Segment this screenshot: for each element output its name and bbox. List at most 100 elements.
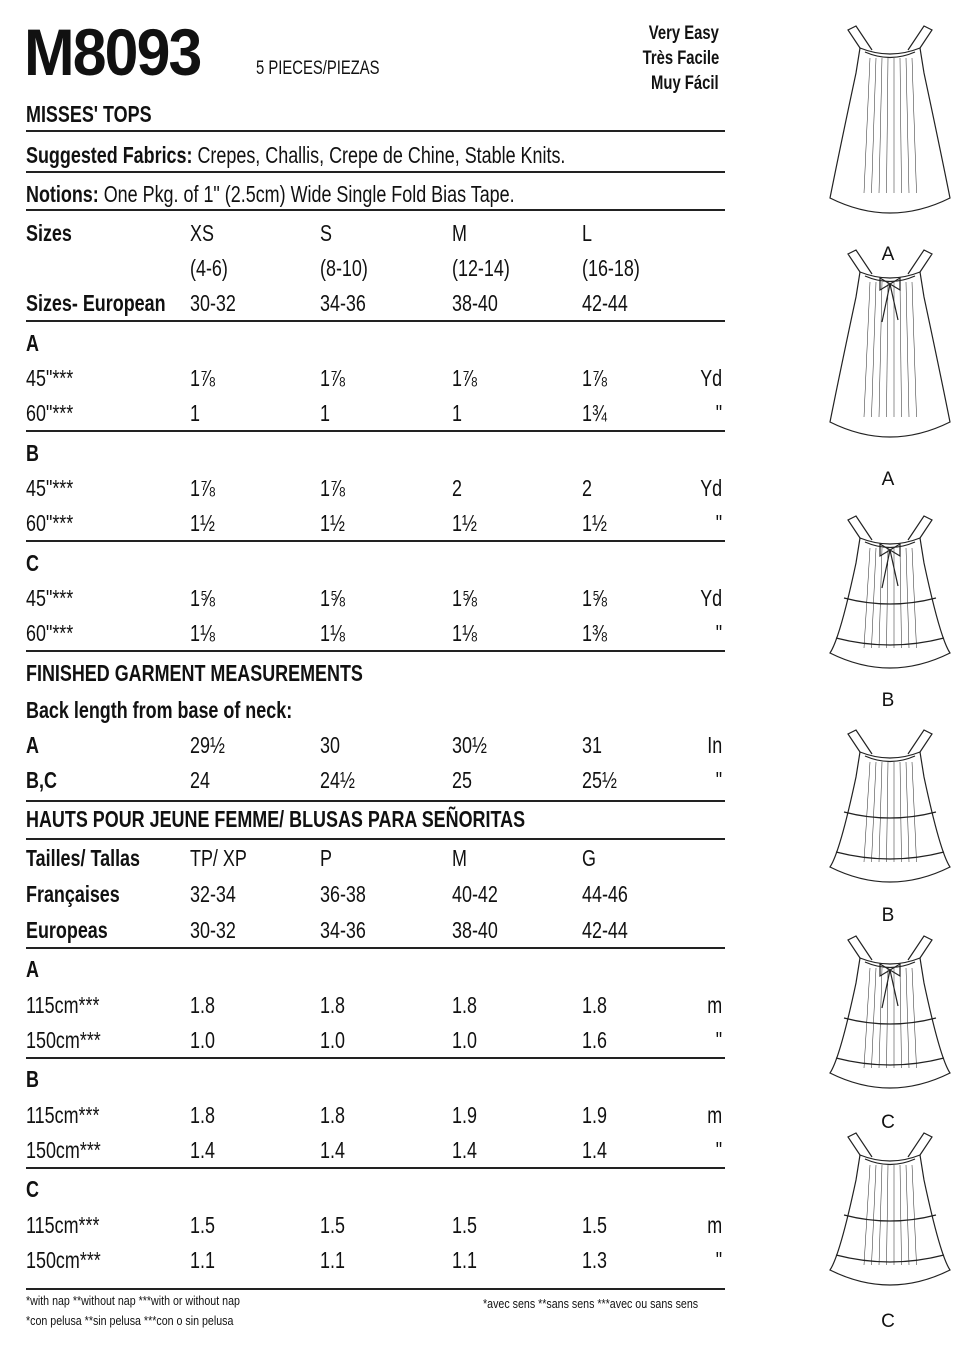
back-length-subtitle: Back length from base of neck: — [26, 697, 293, 723]
yardage-row-value: 1⅞ — [190, 475, 215, 501]
yardage-row-value: 1⅞ — [582, 365, 607, 391]
yardage-row-value: 1.5 — [452, 1212, 477, 1238]
finished-row-value: 24 — [190, 767, 210, 793]
view-heading: A — [26, 330, 39, 356]
yardage-row-label: 150cm*** — [26, 1137, 101, 1163]
pattern-number: M8093 — [24, 15, 202, 89]
size-row-value: XS — [190, 220, 214, 246]
figure-label: A — [881, 244, 895, 265]
yardage-row-value: 1⅛ — [190, 620, 215, 646]
yardage-row-label: 150cm*** — [26, 1247, 101, 1273]
size-row-value: M — [452, 220, 467, 246]
yardage-row-value: 1.1 — [320, 1247, 345, 1273]
size-row-value: 42-44 — [582, 290, 628, 316]
yardage-row-value: 1.4 — [452, 1137, 477, 1163]
pattern-title: MISSES' TOPS — [26, 101, 152, 127]
yardage-row-label: 45"*** — [26, 475, 74, 501]
yardage-row-unit: " — [715, 620, 722, 646]
size-row-value: G — [582, 845, 596, 871]
yardage-row-value: 1.0 — [452, 1027, 477, 1053]
divider — [26, 838, 725, 840]
divider — [26, 430, 725, 432]
figure-view-c — [820, 1125, 960, 1310]
yardage-row-value: 1⅛ — [320, 620, 345, 646]
yardage-row-value: 1⅝ — [452, 585, 477, 611]
yardage-row-value: 1 — [452, 400, 462, 426]
yardage-row-label: 60"*** — [26, 620, 74, 646]
figure-label: A — [881, 469, 895, 490]
yardage-row-value: 1.1 — [452, 1247, 477, 1273]
size-row-value: 34-36 — [320, 917, 366, 943]
yardage-row-value: 1½ — [582, 510, 607, 536]
yardage-row-value: 1.4 — [190, 1137, 215, 1163]
size-row-value: 36-38 — [320, 881, 366, 907]
finished-row-value: 25½ — [582, 767, 617, 793]
yardage-row-label: 115cm*** — [26, 992, 100, 1018]
yardage-row-label: 60"*** — [26, 510, 74, 536]
size-row-value: (16-18) — [582, 255, 640, 281]
suggested-fabrics: Suggested Fabrics: Crepes, Challis, Crep… — [26, 142, 566, 168]
yardage-row-value: 1.6 — [582, 1027, 607, 1053]
figure-view-a — [820, 242, 960, 462]
figure-view-a — [820, 18, 960, 238]
yardage-row-label: 45"*** — [26, 585, 74, 611]
size-row-value: 40-42 — [452, 881, 498, 907]
yardage-row-unit: " — [715, 1027, 722, 1053]
finished-row-unit: In — [707, 732, 722, 758]
pieces-count: 5 PIECES/PIEZAS — [256, 58, 380, 79]
size-row-value: 32-34 — [190, 881, 236, 907]
view-heading: B — [26, 440, 39, 466]
yardage-row-unit: Yd — [700, 365, 722, 391]
size-row-value: 30-32 — [190, 290, 236, 316]
view-heading: C — [26, 550, 39, 576]
yardage-row-value: 2 — [582, 475, 592, 501]
figure-view-b — [820, 722, 960, 907]
yardage-row-label: 150cm*** — [26, 1027, 101, 1053]
figure-label: B — [881, 905, 895, 926]
yardage-row-value: 1.8 — [320, 992, 345, 1018]
yardage-row-value: 1.0 — [320, 1027, 345, 1053]
difficulty-es: Muy Fácil — [651, 73, 719, 94]
yardage-row-value: 1.0 — [190, 1027, 215, 1053]
size-row-value: (4-6) — [190, 255, 228, 281]
yardage-row-value: 1½ — [452, 510, 477, 536]
difficulty-fr: Très Facile — [642, 48, 719, 69]
yardage-row-unit: Yd — [700, 475, 722, 501]
yardage-row-value: 1⅞ — [452, 365, 477, 391]
size-row-value: TP/ XP — [190, 845, 247, 871]
yardage-row-value: 1⅝ — [320, 585, 345, 611]
yardage-row-unit: " — [715, 1247, 722, 1273]
yardage-row-value: 1.4 — [582, 1137, 607, 1163]
yardage-row-value: 2 — [452, 475, 462, 501]
figure-label: C — [881, 1112, 895, 1133]
yardage-row-unit: " — [715, 400, 722, 426]
yardage-row-value: 1.9 — [452, 1102, 477, 1128]
finished-row-value: 24½ — [320, 767, 355, 793]
yardage-row-value: 1½ — [190, 510, 215, 536]
size-row-value: P — [320, 845, 332, 871]
yardage-row-value: 1.8 — [320, 1102, 345, 1128]
yardage-row-unit: Yd — [700, 585, 722, 611]
size-row-label: Tailles/ Tallas — [26, 845, 141, 871]
yardage-row-value: 1⅞ — [190, 365, 215, 391]
divider — [26, 540, 725, 542]
size-row-label: Sizes — [26, 220, 72, 246]
finished-row-value: 31 — [582, 732, 602, 758]
yardage-row-unit: " — [715, 510, 722, 536]
yardage-row-value: 1⅛ — [452, 620, 477, 646]
yardage-row-value: 1⅝ — [190, 585, 215, 611]
divider — [26, 800, 725, 802]
size-row-label: Françaises — [26, 881, 120, 907]
yardage-row-value: 1¾ — [582, 400, 607, 426]
yardage-row-value: 1 — [320, 400, 330, 426]
size-row-value: M — [452, 845, 467, 871]
size-row-value: (8-10) — [320, 255, 368, 281]
yardage-row-value: 1.5 — [190, 1212, 215, 1238]
size-row-value: (12-14) — [452, 255, 510, 281]
footnote-spanish: *con pelusa **sin pelusa ***con o sin pe… — [26, 1313, 234, 1328]
yardage-row-value: 1½ — [320, 510, 345, 536]
yardage-row-value: 1⅞ — [320, 365, 345, 391]
yardage-row-value: 1.5 — [582, 1212, 607, 1238]
size-row-value: S — [320, 220, 332, 246]
finished-row-value: 25 — [452, 767, 472, 793]
